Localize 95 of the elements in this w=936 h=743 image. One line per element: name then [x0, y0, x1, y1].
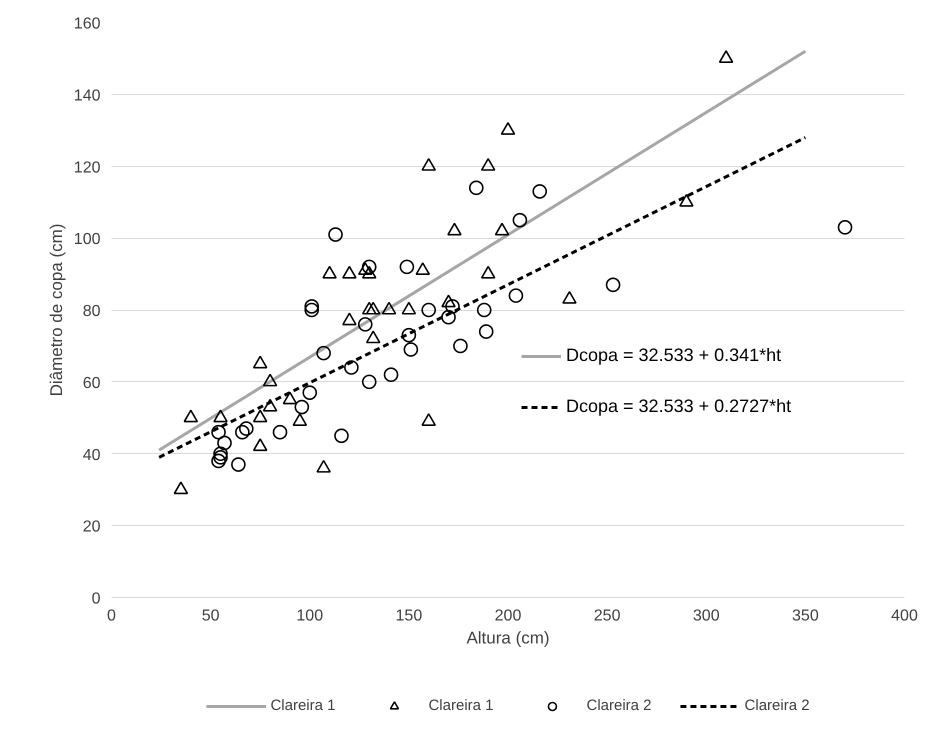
point	[415, 262, 430, 276]
x-axis-title: Altura (cm)	[466, 628, 550, 648]
point	[500, 122, 516, 135]
point	[282, 392, 298, 404]
point	[478, 324, 494, 339]
point	[468, 180, 484, 196]
point	[494, 222, 510, 236]
point	[402, 328, 416, 342]
x-tick-label: 150	[396, 608, 422, 624]
point	[342, 312, 357, 326]
point	[362, 266, 377, 279]
x-tick-label: 0	[107, 608, 116, 624]
point	[384, 367, 398, 382]
point	[304, 299, 320, 314]
point	[184, 410, 198, 422]
y-tick-label: 40	[82, 446, 101, 464]
point	[334, 428, 349, 444]
point	[382, 302, 396, 315]
point	[562, 290, 577, 304]
point	[508, 288, 524, 303]
y-tick-label: 0	[92, 590, 101, 608]
point	[512, 212, 528, 228]
point	[421, 158, 436, 171]
point	[404, 342, 418, 357]
point	[252, 356, 268, 368]
point	[362, 260, 377, 274]
annotation: Dcopa = 32.533 + 0.2727*ht	[566, 396, 792, 417]
point	[316, 346, 331, 360]
y-tick-label: 160	[74, 16, 101, 32]
point	[316, 460, 331, 473]
legend-label: Clareira 1	[428, 697, 494, 714]
y-tick-label: 100	[74, 231, 101, 248]
point	[421, 413, 436, 426]
point	[328, 227, 343, 242]
point	[366, 302, 380, 315]
point	[342, 266, 357, 279]
y-axis-title: Diâmetro de copa (cm)	[46, 224, 66, 396]
point	[272, 424, 288, 440]
point	[402, 302, 416, 315]
x-tick-label: 400	[891, 608, 918, 624]
point	[445, 299, 460, 314]
point	[480, 158, 496, 171]
point	[294, 400, 310, 414]
point	[362, 374, 377, 390]
y-tick-label: 60	[82, 374, 101, 392]
point	[358, 317, 373, 332]
point	[362, 302, 377, 315]
x-tick-label: 300	[692, 608, 720, 624]
annotation: Dcopa = 32.533 + 0.341*ht	[566, 345, 782, 366]
y-tick-label: 140	[74, 87, 101, 104]
y-tick-label: 80	[82, 303, 101, 320]
point	[213, 410, 228, 422]
point	[532, 184, 548, 199]
point	[262, 398, 278, 412]
point	[322, 266, 337, 279]
x-tick-label: 200	[494, 608, 522, 624]
point	[302, 385, 318, 400]
point	[344, 360, 359, 375]
y-tick-label: 120	[74, 159, 101, 176]
point	[718, 50, 734, 63]
point	[211, 454, 226, 468]
point	[252, 410, 268, 422]
point	[480, 266, 496, 279]
point	[217, 436, 232, 450]
point	[231, 457, 246, 472]
x-tick-label: 350	[792, 608, 819, 624]
point	[400, 260, 414, 274]
point	[292, 413, 308, 426]
point	[213, 450, 228, 465]
point	[213, 446, 228, 462]
point	[441, 294, 456, 308]
x-tick-label: 50	[202, 608, 220, 624]
point	[447, 222, 462, 236]
point	[838, 220, 852, 235]
x-tick-label: 100	[296, 608, 324, 624]
point	[304, 302, 320, 318]
point	[211, 424, 226, 440]
point	[441, 310, 456, 324]
y-tick-label: 20	[82, 518, 101, 536]
point	[366, 330, 380, 344]
point	[476, 302, 492, 318]
point	[235, 424, 250, 440]
x-tick-label: 250	[594, 608, 621, 624]
legend-label: Clareira 2	[744, 697, 810, 714]
point	[174, 481, 188, 494]
point	[606, 278, 620, 292]
legend-label: Clareira 2	[586, 697, 652, 714]
point	[239, 421, 254, 436]
legend-label: Clareira 1	[270, 697, 336, 714]
point	[453, 338, 468, 354]
point	[262, 374, 278, 386]
point	[252, 438, 268, 452]
point	[421, 302, 436, 318]
point	[679, 194, 694, 207]
point	[358, 262, 373, 276]
